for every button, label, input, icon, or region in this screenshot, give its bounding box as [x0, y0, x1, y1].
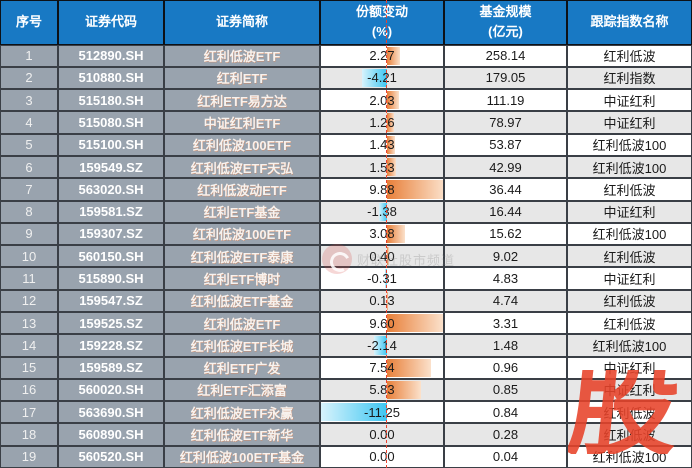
- svg-text:股: 股: [568, 370, 686, 454]
